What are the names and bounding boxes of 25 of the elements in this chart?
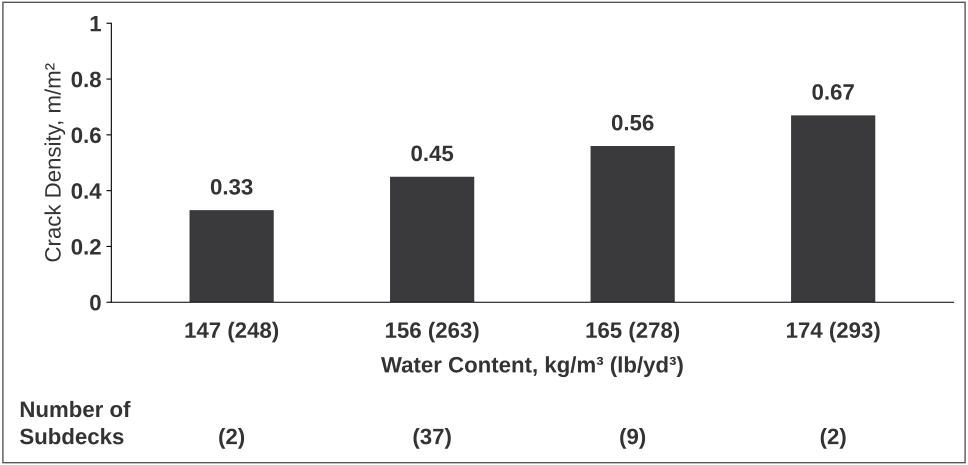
x-tick-label: 156 (263) — [386, 322, 479, 342]
data-label: 0.33 — [210, 178, 252, 195]
data-label: 0.45 — [411, 145, 454, 162]
x-tick-label: 147 (248) — [185, 322, 278, 342]
x-axis-title: Water Content, kg/m³ (lb/yd³) — [381, 356, 683, 378]
bar — [791, 115, 876, 302]
x-tick-label: 165 (278) — [586, 322, 680, 342]
text: (37) — [413, 428, 451, 449]
bar — [190, 210, 274, 302]
text: (9) — [620, 428, 646, 449]
bar — [390, 176, 474, 302]
y-axis-title: Crack Density, m/m² — [44, 63, 66, 262]
y-tick-label: 0.6 — [72, 127, 101, 144]
bar — [590, 146, 675, 302]
data-label: 0.67 — [812, 84, 854, 100]
text: (2) — [820, 428, 846, 449]
x-tick-label: 174 (293) — [787, 322, 880, 342]
text: (2) — [219, 428, 244, 449]
y-tick-label: 0 — [90, 294, 101, 311]
y-tick-label: 0.4 — [72, 183, 102, 199]
text: Number of Subdecks — [20, 400, 131, 444]
y-tick-label: 0.8 — [72, 72, 101, 88]
data-label: 0.56 — [612, 114, 654, 131]
y-tick-label: 1 — [90, 16, 101, 32]
y-tick-label: 0.2 — [72, 238, 101, 255]
